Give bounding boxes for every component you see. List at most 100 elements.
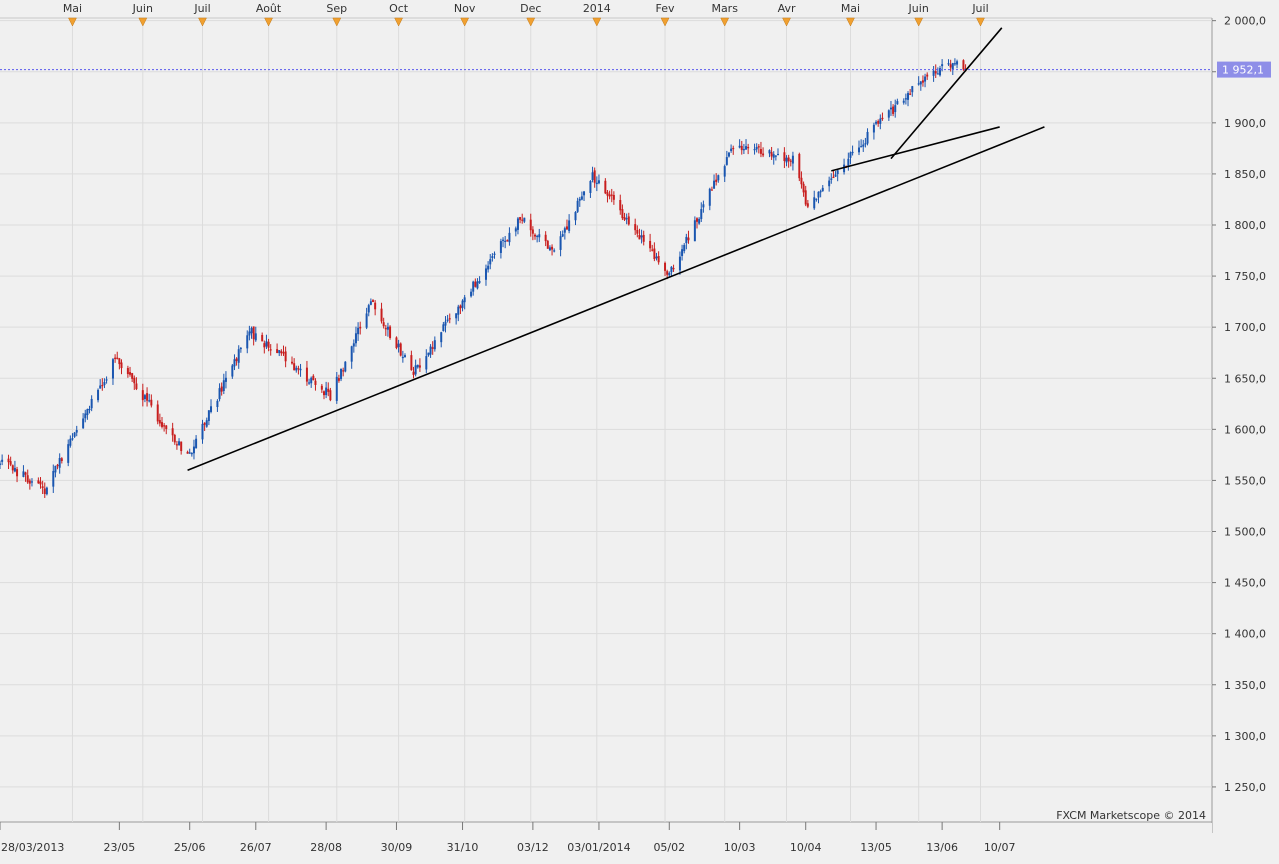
y-tick-label: 1 800,0 — [1224, 219, 1266, 232]
candle-body — [864, 143, 867, 145]
candle-body — [866, 131, 869, 144]
candle-body — [732, 147, 735, 150]
candle-body — [269, 349, 272, 351]
candle-body — [175, 444, 178, 446]
candle-body — [45, 487, 48, 495]
candle-body — [725, 157, 728, 165]
month-marker-triangle — [526, 17, 536, 27]
candle-body — [623, 217, 626, 220]
x-tick-label: 13/06 — [926, 841, 958, 854]
candle-body — [583, 191, 586, 196]
candle-body — [938, 68, 941, 76]
candle-body — [548, 247, 551, 251]
candle-body — [280, 351, 283, 354]
candle-body — [860, 146, 863, 148]
candle-body — [39, 481, 42, 485]
candle-body — [265, 341, 268, 347]
candle-body — [120, 362, 123, 369]
candle-body — [297, 368, 300, 370]
month-marker-triangle — [846, 17, 855, 27]
candle-body — [847, 158, 850, 166]
candle-body — [672, 268, 675, 270]
candle-body — [934, 71, 937, 74]
candle-body — [75, 430, 78, 433]
candle-body — [917, 83, 920, 85]
candle-body — [116, 357, 119, 359]
candle-body — [947, 63, 950, 65]
candle-body — [491, 256, 494, 259]
candle-body — [389, 326, 392, 338]
candle-body — [604, 180, 607, 194]
candle-body — [502, 239, 505, 241]
candle-body — [538, 234, 541, 238]
candle-body — [28, 480, 31, 484]
month-marker-triangle — [460, 17, 470, 27]
candle-body — [448, 318, 451, 320]
candle-body — [207, 410, 210, 421]
watermark: FXCM Marketscope © 2014 — [1056, 809, 1206, 822]
month-marker-triangle — [68, 17, 77, 27]
candle-body — [715, 179, 718, 182]
candle-body — [340, 368, 343, 380]
y-tick-label: 1 900,0 — [1224, 117, 1266, 130]
candle-body — [597, 180, 600, 184]
candle-body — [158, 420, 161, 424]
candle-body — [457, 306, 460, 315]
trendline — [831, 126, 1000, 172]
month-marker-triangle — [394, 17, 403, 27]
candle-body — [529, 219, 532, 231]
candle-body — [563, 228, 566, 233]
candle-body — [69, 438, 72, 446]
candle-body — [768, 150, 771, 154]
candle-body — [951, 63, 954, 70]
candle-body — [30, 481, 33, 483]
candle-body — [806, 203, 809, 207]
candle-body — [636, 230, 639, 234]
candle-body — [401, 356, 404, 359]
candle-body — [410, 355, 413, 371]
candle-body — [638, 234, 641, 240]
candle-body — [730, 148, 733, 152]
candle-body — [0, 463, 1, 465]
candle-body — [625, 218, 628, 220]
candle-body — [800, 177, 803, 185]
candle-body — [73, 432, 76, 437]
candle-body — [877, 121, 880, 124]
candle-body — [425, 356, 428, 370]
candle-body — [220, 386, 223, 392]
candle-body — [655, 256, 658, 259]
x-tick-label: 23/05 — [104, 841, 136, 854]
candle-body — [222, 380, 225, 392]
month-tick-label: Oct — [389, 2, 409, 15]
candle-body — [188, 452, 191, 454]
bottom-axis-band — [0, 823, 1212, 860]
candle-body — [195, 438, 198, 449]
candle-body — [519, 217, 522, 220]
candle-body — [924, 76, 927, 82]
candle-body — [757, 146, 760, 148]
candle-body — [433, 340, 436, 350]
candle-body — [589, 181, 592, 193]
month-marker-triangle — [332, 17, 342, 27]
candle-body — [472, 281, 475, 292]
candle-body — [504, 240, 507, 243]
candle-body — [892, 106, 895, 114]
candle-body — [804, 190, 807, 205]
axis-layer: 1 250,0 1 300,0 1 350,0 1 400,0 1 450,0 1 500… — [0, 2, 1271, 854]
candle-body — [710, 189, 713, 191]
candle-body — [896, 101, 899, 105]
candle-body — [291, 361, 294, 364]
candle-body — [418, 365, 421, 368]
candle-body — [322, 391, 325, 396]
candle-body — [246, 335, 249, 349]
x-tick-label: 03/01/2014 — [567, 841, 630, 854]
candle-body — [9, 461, 12, 465]
candle-body — [335, 376, 338, 401]
candle-body — [484, 268, 487, 280]
candle-body — [657, 256, 660, 263]
candle-body — [696, 218, 699, 222]
candle-body — [708, 188, 711, 206]
candle-body — [84, 413, 87, 419]
y-tick-label: 1 600,0 — [1224, 423, 1266, 436]
